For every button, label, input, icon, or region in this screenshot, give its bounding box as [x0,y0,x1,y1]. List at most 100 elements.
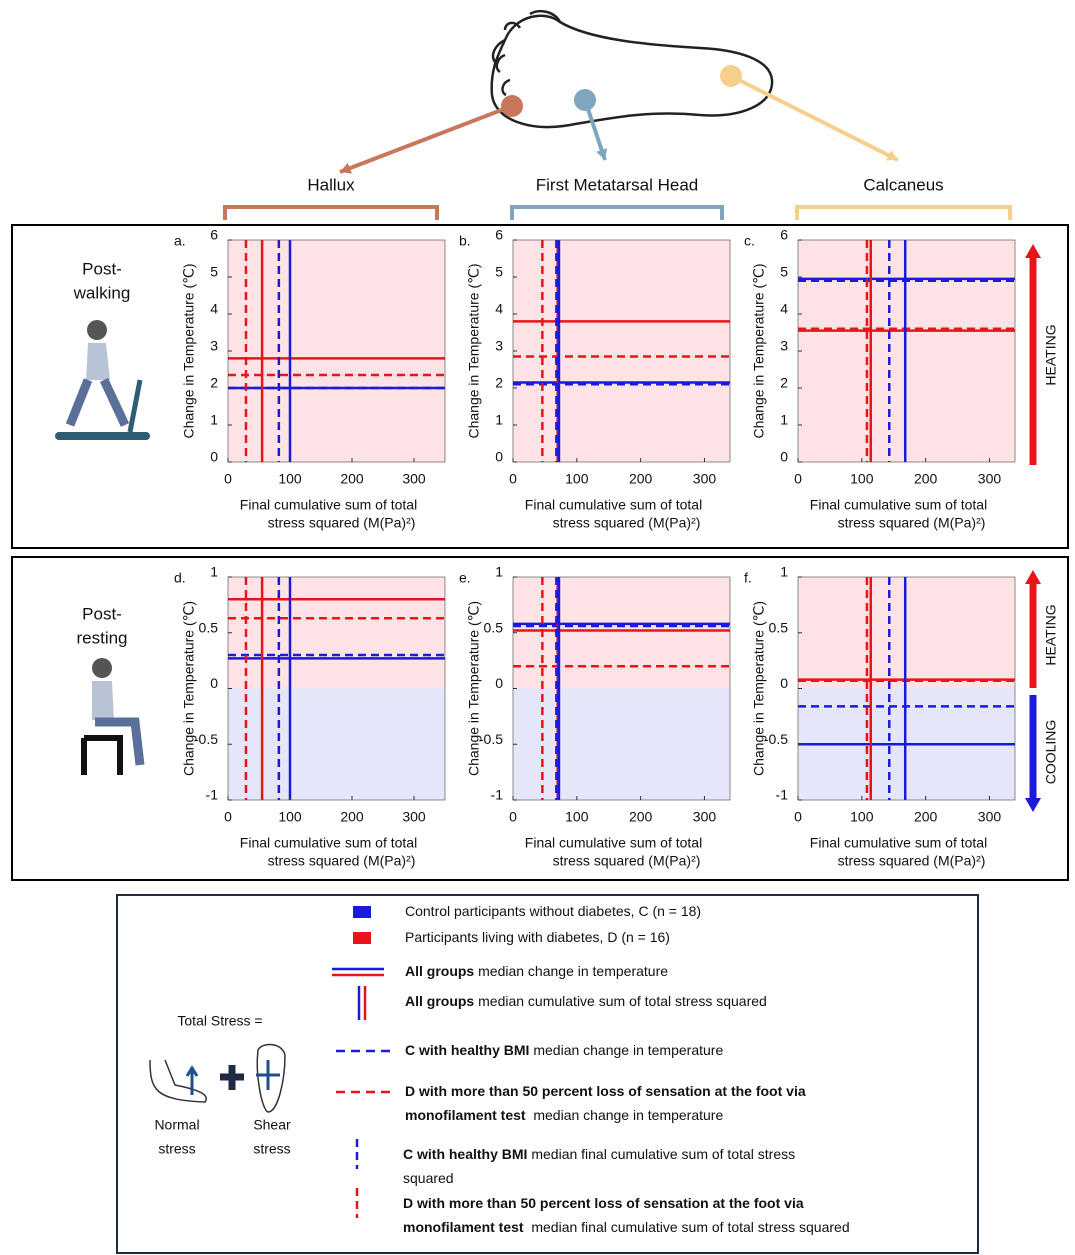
y-tick-label: -1 [491,787,504,803]
side-label: COOLING [1043,720,1059,785]
panel-label: d. [174,570,186,586]
x-tick-label: 100 [278,809,302,825]
y-tick-label: 3 [780,338,788,354]
chair [84,738,120,775]
x-tick-label: 100 [278,471,302,487]
shade-above [228,577,445,689]
y-axis-label: Change in Temperature (℃) [181,264,197,439]
x-axis-label: stress squared (M(Pa)²) [838,853,986,869]
region-label: Hallux [307,175,355,194]
x-axis-label: stress squared (M(Pa)²) [268,853,416,869]
y-tick-label: 1 [780,412,788,428]
y-tick-label: 4 [495,301,503,317]
legend-text-part: monofilament test [403,1219,524,1235]
sitting-figure [84,658,140,775]
legend-text-part: D with more than 50 percent loss of sens… [405,1083,806,1099]
legend-text: C with healthy BMI median final cumulati… [403,1146,795,1162]
y-tick-label: 0.5 [769,619,789,635]
y-tick-label: 1 [780,564,788,580]
y-tick-label: 4 [780,301,788,317]
normal-label: stress [158,1141,195,1157]
side-arrow-head [1025,798,1041,812]
y-tick-label: 0 [780,449,788,465]
legend-text-part: Control participants without diabetes, C… [405,903,701,919]
shade-above [513,240,730,462]
shade-above [228,240,445,462]
x-axis-label: stress squared (M(Pa)²) [838,515,986,531]
legend-text-part: C with healthy BMI [403,1146,527,1162]
bracket [797,207,1010,220]
y-tick-label: 3 [210,338,218,354]
x-tick-label: 200 [914,471,938,487]
x-tick-label: 0 [509,809,517,825]
region-dot [501,95,523,117]
y-axis-label: Change in Temperature (℃) [181,601,197,776]
legend-text-part: median final cumulative sum of total str… [527,1146,795,1162]
pointer [731,76,898,160]
panel-label: b. [459,233,471,249]
figure: HalluxFirst Metatarsal HeadCalcaneusPost… [0,0,1075,1255]
region-dot [720,65,742,87]
panel-label: f. [744,570,752,586]
toes [493,11,560,95]
page: { "regions": [ {"label": "Hallux", "colo… [0,0,1075,1255]
treadmill-handle [130,380,140,432]
plus [220,1065,244,1090]
legend-text-part: median change in temperature [529,1042,723,1058]
treadmill [55,432,150,440]
legend-text: monofilament test median final cumulativ… [403,1219,850,1235]
y-tick-label: 5 [495,264,503,280]
side-label: HEATING [1043,324,1059,385]
x-tick-label: 0 [794,809,802,825]
shade-above [513,577,730,689]
bracket [512,207,722,220]
x-tick-label: 100 [850,471,874,487]
x-tick-label: 300 [978,809,1002,825]
row-label: Post- [82,259,122,278]
stress-icons [150,1045,285,1112]
y-axis-label: Change in Temperature (℃) [466,264,482,439]
y-tick-label: 6 [210,227,218,243]
y-tick-label: -0.5 [479,731,503,747]
legend-text-part: All groups [405,963,474,979]
legend-text: All groups median change in temperature [405,963,668,979]
legend-swatch [353,906,371,918]
x-tick-label: 0 [509,471,517,487]
y-tick-label: 1 [210,564,218,580]
x-axis-label: Final cumulative sum of total [240,497,417,513]
side-foot [150,1060,206,1102]
legend-text-part: All groups [405,993,474,1009]
x-axis-label: Final cumulative sum of total [810,497,987,513]
y-tick-label: 6 [780,227,788,243]
x-axis-label: stress squared (M(Pa)²) [553,853,701,869]
x-tick-label: 100 [565,471,589,487]
row-label: walking [73,283,131,302]
y-tick-label: 2 [210,375,218,391]
y-tick-label: 2 [780,375,788,391]
legend-text: Participants living with diabetes, D (n … [405,929,670,945]
x-axis-label: stress squared (M(Pa)²) [268,515,416,531]
x-tick-label: 300 [693,809,717,825]
y-tick-label: -1 [776,787,789,803]
y-tick-label: 0.5 [484,619,504,635]
legend-swatch [353,932,371,944]
legend-text-part: median change in temperature [526,1107,724,1123]
side-arrow-head [1025,244,1041,258]
legend-text-part: median cumulative sum of total stress sq… [474,993,767,1009]
torso [92,681,114,720]
x-tick-label: 0 [224,809,232,825]
y-axis-label: Change in Temperature (℃) [751,601,767,776]
row-label: resting [76,628,127,647]
x-tick-label: 0 [224,471,232,487]
x-tick-label: 300 [402,471,426,487]
x-tick-label: 200 [629,809,653,825]
side-arrow-head [1025,570,1041,584]
y-tick-label: -1 [206,787,219,803]
legs [70,380,125,425]
x-tick-label: 300 [693,471,717,487]
x-tick-label: 100 [850,809,874,825]
region-label: Calcaneus [863,175,943,194]
pointer [340,106,512,172]
row-label: Post- [82,604,122,623]
y-tick-label: 6 [495,227,503,243]
